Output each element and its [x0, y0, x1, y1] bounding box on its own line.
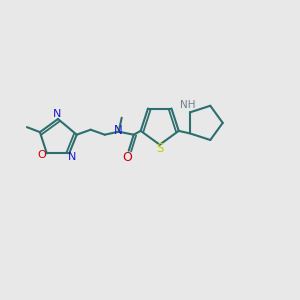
Text: NH: NH	[180, 100, 196, 110]
Text: N: N	[68, 152, 76, 162]
Text: S: S	[156, 142, 164, 155]
Text: O: O	[122, 151, 132, 164]
Text: N: N	[53, 109, 61, 119]
Text: O: O	[38, 150, 46, 161]
Text: N: N	[114, 124, 123, 137]
